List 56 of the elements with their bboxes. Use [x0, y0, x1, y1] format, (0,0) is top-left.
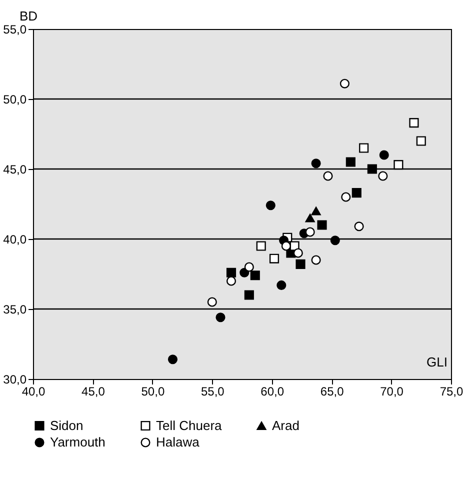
point	[341, 192, 351, 202]
point	[311, 158, 321, 168]
y-tick-label: 50,0	[3, 92, 27, 106]
point	[379, 150, 389, 160]
y-tick-label: 45,0	[3, 162, 27, 176]
x-tick-label: 45,0	[82, 384, 106, 398]
point	[168, 354, 178, 364]
x-tick-label: 75,0	[440, 384, 464, 398]
point	[244, 262, 254, 272]
point	[311, 255, 321, 265]
y-axis-title: BD	[20, 8, 38, 24]
y-tick-label: 30,0	[3, 372, 27, 386]
point	[281, 241, 291, 251]
point	[367, 164, 377, 174]
point	[378, 171, 388, 181]
point	[305, 227, 315, 237]
point	[244, 290, 254, 300]
point	[296, 259, 306, 269]
legend-label: Arad	[272, 418, 300, 433]
point	[330, 236, 340, 246]
point	[276, 280, 286, 290]
point	[269, 254, 280, 264]
point	[266, 200, 276, 210]
point	[352, 188, 362, 198]
legend-label: Tell Chuera	[156, 418, 223, 433]
point	[305, 214, 315, 222]
point	[323, 171, 333, 181]
x-axis-title: GLI	[426, 354, 448, 370]
x-tick-label: 55,0	[200, 384, 225, 398]
y-tick-label: 55,0	[3, 22, 27, 36]
x-tick-label: 40,0	[22, 384, 46, 398]
point	[394, 160, 404, 170]
x-tick-label: 60,0	[260, 384, 284, 398]
x-tick-label: 70,0	[380, 384, 404, 398]
point	[416, 136, 426, 146]
point	[207, 297, 217, 307]
point	[256, 241, 266, 251]
point	[340, 78, 350, 88]
point	[346, 157, 356, 167]
y-tick-label: 35,0	[3, 302, 27, 316]
point	[293, 248, 303, 258]
point	[226, 276, 236, 286]
point	[250, 270, 260, 280]
point	[216, 312, 226, 322]
x-tick-label: 50,0	[141, 384, 165, 398]
point	[317, 220, 327, 230]
y-tick-label: 40,0	[3, 232, 27, 246]
point	[359, 143, 369, 153]
point	[409, 118, 419, 128]
point	[226, 268, 236, 278]
point	[311, 206, 321, 216]
legend-label: Yarmouth	[50, 434, 106, 450]
point	[354, 222, 364, 232]
legend-label: Sidon	[50, 418, 84, 433]
x-tick-label: 65,0	[320, 384, 344, 398]
legend-label: Halawa	[156, 434, 200, 450]
